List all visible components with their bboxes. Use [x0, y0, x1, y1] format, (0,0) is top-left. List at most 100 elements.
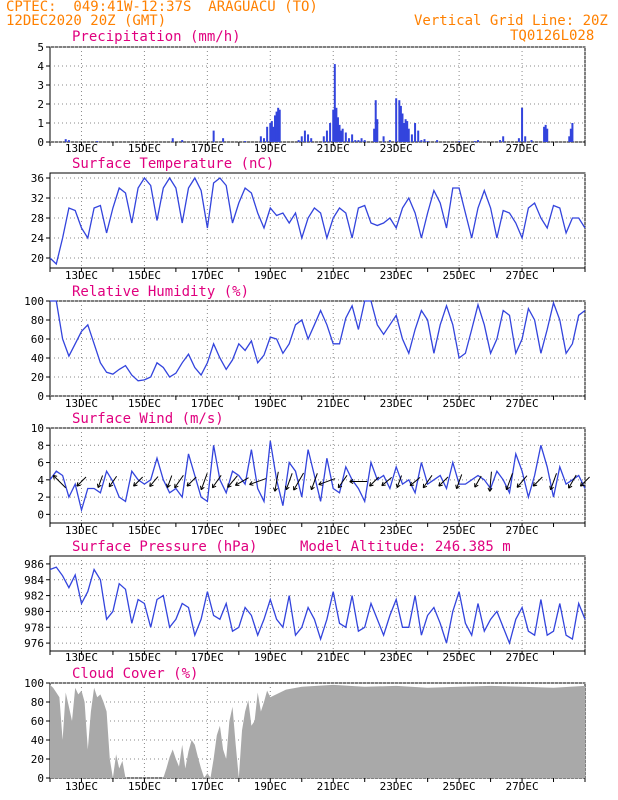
- wind-arrow-head: [395, 483, 401, 488]
- x-tick-label: 27DEC: [505, 780, 538, 793]
- y-tick-label: 10: [31, 422, 44, 435]
- precip-bar: [212, 130, 215, 142]
- precip-bar: [64, 139, 67, 142]
- precip-bar: [269, 123, 272, 142]
- x-tick-label: 23DEC: [380, 269, 413, 282]
- x-tick-label: 17DEC: [191, 142, 224, 155]
- station-header: CPTEC: 049:41W-12:37S ARAGUACU (TO): [6, 0, 318, 15]
- wind-arrow: [318, 478, 336, 486]
- x-tick-label: 25DEC: [443, 651, 476, 664]
- wind-arrow: [97, 475, 104, 488]
- x-tick-label: 13DEC: [65, 269, 98, 282]
- precip-bar: [376, 119, 379, 142]
- x-tick-label: 19DEC: [254, 142, 287, 155]
- precip-bar: [351, 134, 354, 142]
- wind-arrow: [76, 476, 87, 487]
- wind-arrow: [52, 475, 66, 489]
- panel-frame: [49, 46, 586, 143]
- wind-arrow-head: [487, 487, 493, 492]
- x-tick-label: 25DEC: [443, 142, 476, 155]
- panel-title: Surface Temperature (nC): [72, 156, 274, 172]
- precip-bar: [401, 113, 404, 142]
- x-tick-label: 25DEC: [443, 397, 476, 410]
- precip-bar: [417, 130, 420, 142]
- wind-arrow-head: [516, 483, 522, 488]
- x-tick-label: 15DEC: [128, 651, 161, 664]
- panel-rh: 0 20 40 60 80 100 13DEC 15DEC 17DEC 19DEC 21DEC 23D…: [24, 284, 586, 410]
- wind-arrow-head: [211, 483, 217, 489]
- precip-bar: [263, 138, 265, 142]
- wind-arrow: [568, 474, 577, 489]
- panel-cloud: 0 20 40 60 80 100 13DEC 15DEC 17DEC 19DEC 21DEC 23D…: [24, 666, 586, 793]
- wind-arrow-head: [96, 483, 102, 488]
- wind-arrow: [516, 475, 528, 488]
- wind-arrow-head: [52, 474, 58, 480]
- wind-arrow-head: [438, 482, 443, 487]
- precip-bar: [403, 123, 406, 142]
- precip-bar: [398, 100, 401, 142]
- precip-bar: [266, 126, 269, 142]
- precip-bar: [382, 136, 385, 142]
- x-tick-label: 23DEC: [380, 524, 413, 537]
- y-tick-label: 982: [24, 590, 44, 603]
- wind-arrow-head: [455, 484, 460, 490]
- precip-bar: [388, 140, 391, 142]
- wind-arrow-head: [133, 482, 138, 487]
- precip-bar: [274, 115, 277, 142]
- precip-bar: [530, 140, 533, 142]
- y-tick-label: 978: [24, 621, 44, 634]
- y-tick-label: 40: [31, 352, 44, 365]
- wind-arrow: [506, 473, 513, 490]
- x-tick-label: 27DEC: [505, 651, 538, 664]
- y-tick-label: 60: [31, 333, 44, 346]
- y-tick-label: 8: [37, 439, 44, 452]
- wind-arrow-head: [166, 483, 171, 488]
- precip-bar: [517, 138, 520, 142]
- precip-bar: [357, 140, 360, 142]
- wind-arrow: [422, 475, 433, 489]
- wind-arrow: [310, 473, 318, 490]
- y-tick-label: 40: [31, 734, 44, 747]
- x-tick-label: 27DEC: [505, 142, 538, 155]
- precip-bar: [222, 138, 225, 142]
- x-tick-label: 25DEC: [443, 269, 476, 282]
- x-tick-label: 25DEC: [443, 524, 476, 537]
- wind-arrow-head: [249, 481, 254, 486]
- wind-arrow-head: [234, 481, 240, 486]
- precip-bar: [426, 141, 429, 142]
- wind-arrow: [474, 475, 482, 488]
- precip-bar: [347, 138, 350, 142]
- x-tick-label: 13DEC: [65, 651, 98, 664]
- x-tick-label: 13DEC: [65, 397, 98, 410]
- precip-bar: [335, 107, 338, 142]
- wind-arrow-head: [422, 483, 428, 489]
- x-tick-label: 27DEC: [505, 397, 538, 410]
- x-tick-label: 23DEC: [380, 780, 413, 793]
- wind-arrow: [174, 475, 184, 489]
- y-tick-label: 20: [31, 371, 44, 384]
- precip-bar: [272, 126, 275, 142]
- panel-title: Precipitation (mm/h): [72, 29, 241, 45]
- precip-bar: [404, 119, 407, 142]
- precip-bar: [338, 124, 341, 142]
- y-tick-label: 976: [24, 637, 44, 650]
- precip-bar: [275, 111, 278, 142]
- x-tick-label: 21DEC: [317, 269, 350, 282]
- y-tick-label: 2: [37, 98, 44, 111]
- y-tick-label: 986: [24, 558, 44, 571]
- x-tick-label: 19DEC: [254, 651, 287, 664]
- wind-arrow: [438, 476, 449, 487]
- precip-bar: [270, 121, 273, 142]
- x-tick-label: 15DEC: [128, 142, 161, 155]
- wind-arrow-head: [227, 483, 232, 488]
- wind-arrow-head: [199, 485, 205, 491]
- series-line: [49, 176, 586, 266]
- precip-bar: [521, 107, 524, 142]
- precip-bar: [546, 128, 549, 142]
- y-tick-label: 2: [37, 491, 44, 504]
- x-tick-label: 13DEC: [65, 524, 98, 537]
- precip-bar: [374, 100, 377, 142]
- x-tick-label: 21DEC: [317, 780, 350, 793]
- wind-arrow: [369, 476, 380, 487]
- y-tick-label: 0: [37, 390, 44, 403]
